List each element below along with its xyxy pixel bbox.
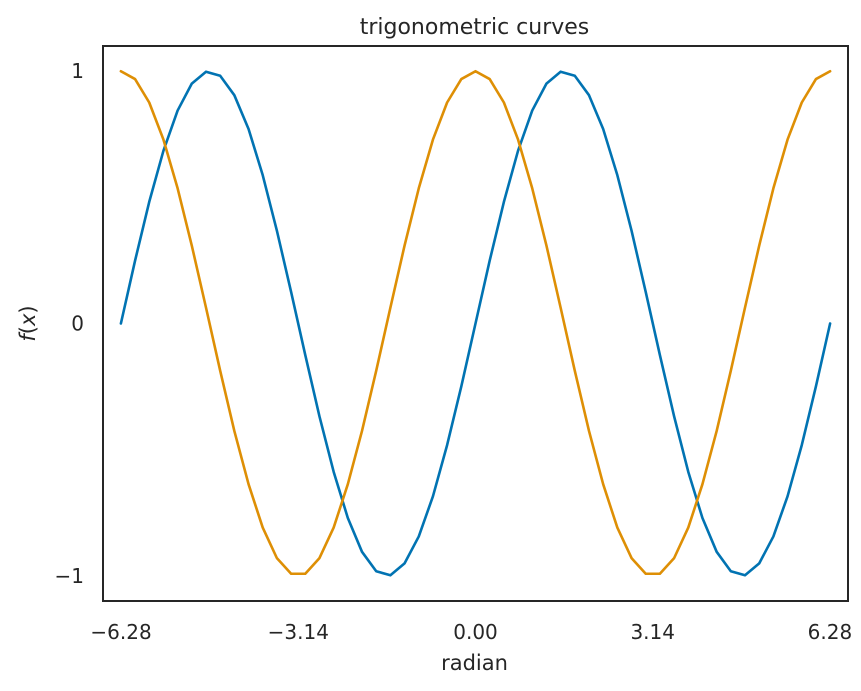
chart-title: trigonometric curves [360, 15, 590, 40]
x-axis-ticks: −6.28 −3.14 0.00 3.14 6.28 [90, 620, 852, 644]
y-tick-label: 1 [71, 59, 84, 83]
y-axis-ticks: 1 0 −1 [55, 59, 84, 588]
x-axis-label: radian [441, 651, 508, 675]
x-tick-label: 3.14 [630, 620, 675, 644]
x-tick-label: 0.00 [453, 620, 498, 644]
axes-frame [102, 45, 849, 602]
plot-area [119, 69, 832, 577]
x-tick-label: −6.28 [90, 620, 151, 644]
x-tick-label: 6.28 [808, 620, 853, 644]
series-line-2 [119, 69, 832, 576]
series-line-1 [119, 70, 832, 577]
y-axis-label: f(x) [16, 305, 40, 341]
y-tick-label: −1 [55, 564, 84, 588]
y-tick-label: 0 [71, 312, 84, 336]
x-tick-label: −3.14 [268, 620, 329, 644]
